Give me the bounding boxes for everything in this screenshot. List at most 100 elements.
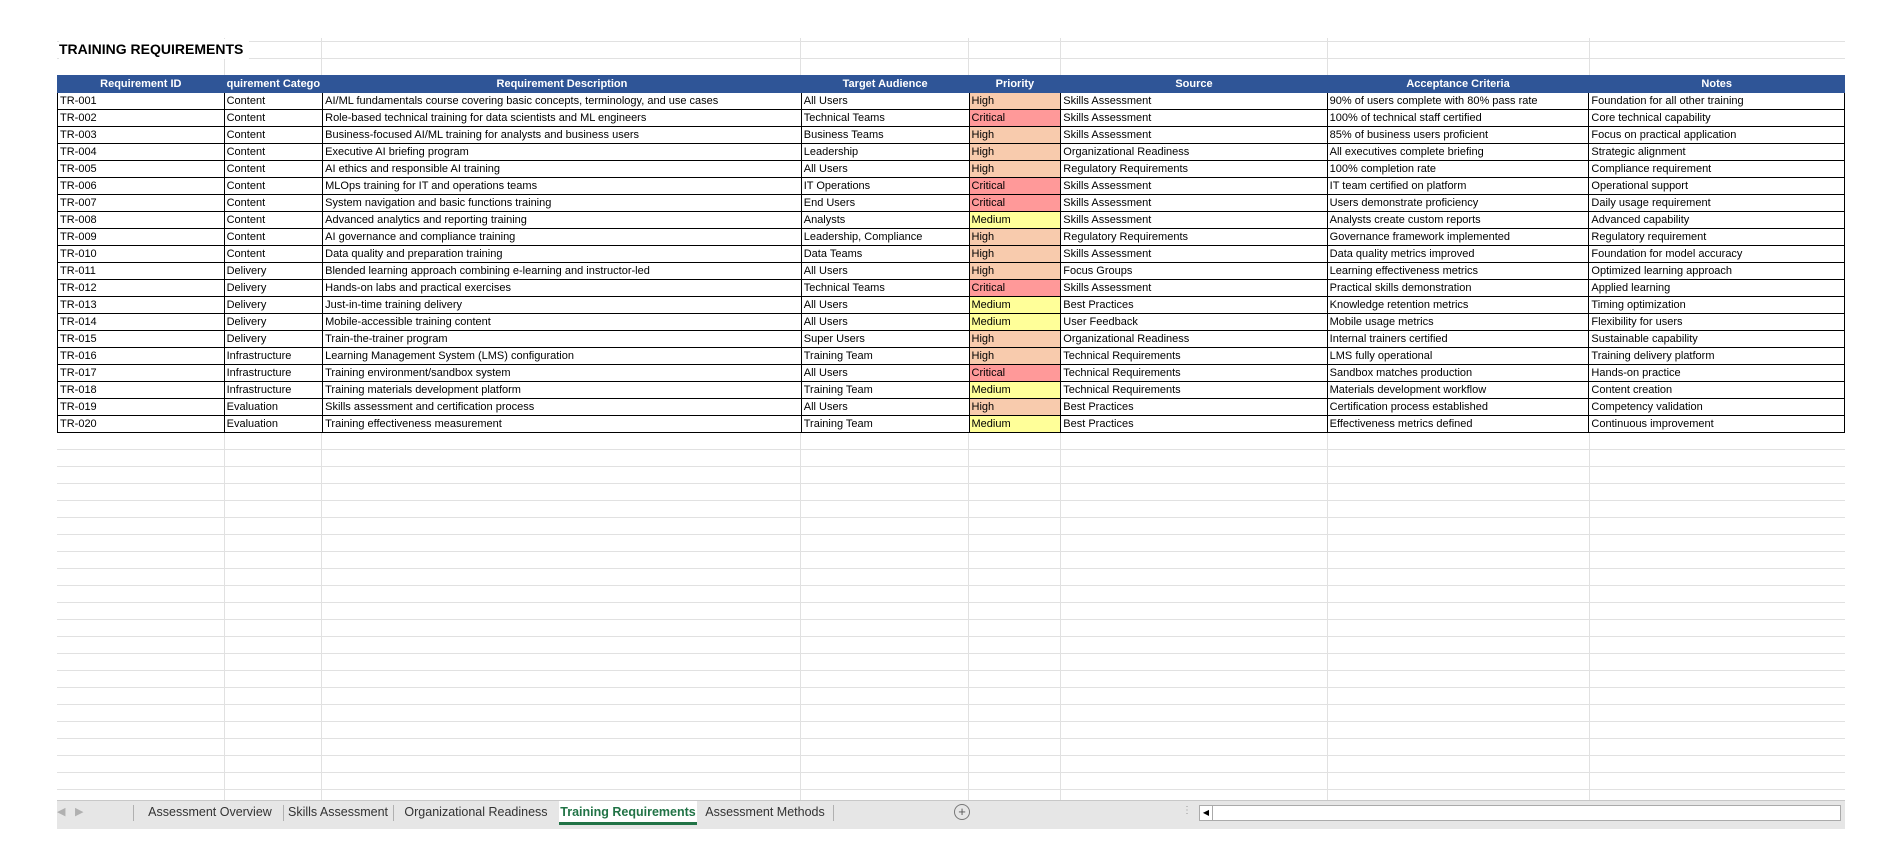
priority-cell[interactable]: Critical [968, 109, 1062, 127]
acceptance-criteria-cell[interactable]: 100% of technical staff certified [1326, 109, 1590, 127]
requirement-id-cell[interactable]: TR-019 [57, 398, 225, 416]
priority-cell[interactable]: Critical [968, 194, 1062, 212]
description-cell[interactable]: Business-focused AI/ML training for anal… [322, 126, 802, 144]
category-cell[interactable]: Evaluation [223, 415, 324, 433]
requirement-id-cell[interactable]: TR-003 [57, 126, 225, 144]
target-audience-cell[interactable]: All Users [800, 92, 970, 110]
more-icon[interactable]: ⋮ [1182, 805, 1192, 816]
category-cell[interactable]: Content [223, 211, 324, 229]
column-header[interactable]: Acceptance Criteria [1326, 75, 1590, 93]
priority-cell[interactable]: High [968, 262, 1062, 280]
requirement-id-cell[interactable]: TR-020 [57, 415, 225, 433]
acceptance-criteria-cell[interactable]: Materials development workflow [1326, 381, 1590, 399]
notes-cell[interactable]: Flexibility for users [1588, 313, 1845, 331]
target-audience-cell[interactable]: Analysts [800, 211, 970, 229]
chevron-right-icon[interactable]: ▶ [75, 806, 84, 818]
column-header[interactable]: quirement Catego [223, 75, 324, 93]
notes-cell[interactable]: Sustainable capability [1588, 330, 1845, 348]
sheet-tab[interactable]: Organizational Readiness [404, 805, 548, 819]
requirement-id-cell[interactable]: TR-013 [57, 296, 225, 314]
target-audience-cell[interactable]: All Users [800, 296, 970, 314]
description-cell[interactable]: Skills assessment and certification proc… [322, 398, 802, 416]
acceptance-criteria-cell[interactable]: Mobile usage metrics [1326, 313, 1590, 331]
target-audience-cell[interactable]: Data Teams [800, 245, 970, 263]
source-cell[interactable]: Organizational Readiness [1060, 330, 1328, 348]
category-cell[interactable]: Delivery [223, 330, 324, 348]
description-cell[interactable]: MLOps training for IT and operations tea… [322, 177, 802, 195]
target-audience-cell[interactable]: End Users [800, 194, 970, 212]
requirement-id-cell[interactable]: TR-004 [57, 143, 225, 161]
priority-cell[interactable]: High [968, 160, 1062, 178]
column-header[interactable]: Requirement ID [57, 75, 225, 93]
acceptance-criteria-cell[interactable]: Knowledge retention metrics [1326, 296, 1590, 314]
column-header[interactable]: Target Audience [800, 75, 970, 93]
column-header[interactable]: Requirement Description [322, 75, 802, 93]
source-cell[interactable]: Skills Assessment [1060, 194, 1328, 212]
source-cell[interactable]: Focus Groups [1060, 262, 1328, 280]
description-cell[interactable]: Training effectiveness measurement [322, 415, 802, 433]
requirement-id-cell[interactable]: TR-001 [57, 92, 225, 110]
requirement-id-cell[interactable]: TR-011 [57, 262, 225, 280]
acceptance-criteria-cell[interactable]: Effectiveness metrics defined [1326, 415, 1590, 433]
source-cell[interactable]: Technical Requirements [1060, 347, 1328, 365]
chevron-left-icon[interactable]: ◀ [57, 806, 66, 818]
description-cell[interactable]: AI ethics and responsible AI training [322, 160, 802, 178]
description-cell[interactable]: AI/ML fundamentals course covering basic… [322, 92, 802, 110]
notes-cell[interactable]: Compliance requirement [1588, 160, 1845, 178]
target-audience-cell[interactable]: Technical Teams [800, 109, 970, 127]
description-cell[interactable]: Train-the-trainer program [322, 330, 802, 348]
requirement-id-cell[interactable]: TR-017 [57, 364, 225, 382]
requirement-id-cell[interactable]: TR-009 [57, 228, 225, 246]
add-sheet-button[interactable]: + [954, 804, 970, 820]
category-cell[interactable]: Content [223, 109, 324, 127]
target-audience-cell[interactable]: Super Users [800, 330, 970, 348]
description-cell[interactable]: Training environment/sandbox system [322, 364, 802, 382]
acceptance-criteria-cell[interactable]: 90% of users complete with 80% pass rate [1326, 92, 1590, 110]
requirement-id-cell[interactable]: TR-010 [57, 245, 225, 263]
requirement-id-cell[interactable]: TR-005 [57, 160, 225, 178]
target-audience-cell[interactable]: Training Team [800, 381, 970, 399]
acceptance-criteria-cell[interactable]: Certification process established [1326, 398, 1590, 416]
description-cell[interactable]: System navigation and basic functions tr… [322, 194, 802, 212]
target-audience-cell[interactable]: All Users [800, 262, 970, 280]
target-audience-cell[interactable]: Leadership, Compliance [800, 228, 970, 246]
source-cell[interactable]: Best Practices [1060, 296, 1328, 314]
target-audience-cell[interactable]: Leadership [800, 143, 970, 161]
sheet-tab[interactable]: Skills Assessment [287, 805, 389, 819]
requirement-id-cell[interactable]: TR-012 [57, 279, 225, 297]
target-audience-cell[interactable]: Technical Teams [800, 279, 970, 297]
target-audience-cell[interactable]: All Users [800, 313, 970, 331]
priority-cell[interactable]: Critical [968, 279, 1062, 297]
source-cell[interactable]: Skills Assessment [1060, 245, 1328, 263]
description-cell[interactable]: Learning Management System (LMS) configu… [322, 347, 802, 365]
notes-cell[interactable]: Focus on practical application [1588, 126, 1845, 144]
requirement-id-cell[interactable]: TR-002 [57, 109, 225, 127]
notes-cell[interactable]: Regulatory requirement [1588, 228, 1845, 246]
column-header[interactable]: Source [1060, 75, 1328, 93]
priority-cell[interactable]: High [968, 228, 1062, 246]
source-cell[interactable]: Regulatory Requirements [1060, 228, 1328, 246]
priority-cell[interactable]: High [968, 92, 1062, 110]
acceptance-criteria-cell[interactable]: Sandbox matches production [1326, 364, 1590, 382]
acceptance-criteria-cell[interactable]: Governance framework implemented [1326, 228, 1590, 246]
acceptance-criteria-cell[interactable]: Analysts create custom reports [1326, 211, 1590, 229]
requirement-id-cell[interactable]: TR-015 [57, 330, 225, 348]
source-cell[interactable]: Skills Assessment [1060, 126, 1328, 144]
priority-cell[interactable]: High [968, 126, 1062, 144]
notes-cell[interactable]: Foundation for all other training [1588, 92, 1845, 110]
source-cell[interactable]: Skills Assessment [1060, 279, 1328, 297]
category-cell[interactable]: Content [223, 92, 324, 110]
target-audience-cell[interactable]: Business Teams [800, 126, 970, 144]
notes-cell[interactable]: Core technical capability [1588, 109, 1845, 127]
description-cell[interactable]: Blended learning approach combining e-le… [322, 262, 802, 280]
source-cell[interactable]: Skills Assessment [1060, 92, 1328, 110]
notes-cell[interactable]: Operational support [1588, 177, 1845, 195]
source-cell[interactable]: Best Practices [1060, 415, 1328, 433]
sheet-tab[interactable]: Assessment Overview [148, 805, 272, 819]
column-header[interactable]: Priority [968, 75, 1062, 93]
description-cell[interactable]: Advanced analytics and reporting trainin… [322, 211, 802, 229]
acceptance-criteria-cell[interactable]: All executives complete briefing [1326, 143, 1590, 161]
category-cell[interactable]: Content [223, 228, 324, 246]
priority-cell[interactable]: High [968, 347, 1062, 365]
source-cell[interactable]: Skills Assessment [1060, 211, 1328, 229]
